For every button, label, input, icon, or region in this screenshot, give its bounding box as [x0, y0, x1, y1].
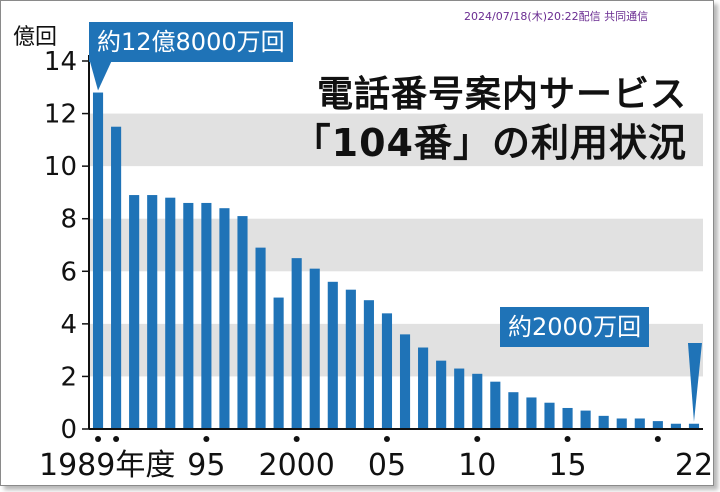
x-tick-dot-1995 [203, 436, 210, 442]
y-axis-unit-label: 億回 [13, 25, 58, 50]
grid-band [89, 218, 703, 272]
x-tick-label-2005: 05 [368, 448, 406, 483]
x-tick-label-2000: 2000 [258, 448, 334, 483]
bar-2012 [508, 392, 519, 429]
y-tick-label-6: 6 [60, 257, 77, 287]
bar-2016 [580, 410, 591, 429]
bar-chart: 0 2 4 6 8 10 12 14 1989年度 95 2000 05 10 15 22 [39, 47, 713, 483]
y-tick-label-0: 0 [60, 415, 77, 445]
bar-1991 [129, 195, 140, 429]
bar-2015 [562, 407, 573, 429]
bar-1999 [273, 297, 284, 429]
bar-1992 [147, 195, 158, 429]
callout-first-year: 約12億8000万回 [89, 22, 293, 62]
x-tick-dot-2015 [564, 436, 571, 442]
y-tick-label-12: 12 [44, 100, 77, 130]
bar-2020 [652, 421, 663, 429]
x-tick-dot-1990 [113, 436, 120, 442]
y-tick-label-8: 8 [60, 205, 77, 235]
bar-2008 [436, 360, 447, 429]
chart-frame: 2024/07/18(木)20:22配信 共同通信 億回 0 2 4 6 8 10 12 14… [0, 0, 714, 486]
bar-1997 [237, 216, 248, 429]
x-tick-label-2010: 10 [458, 448, 496, 483]
y-tick-label-2: 2 [60, 362, 77, 392]
y-tick-label-4: 4 [60, 310, 77, 340]
x-tick-dot-1989 [95, 436, 102, 442]
x-tick-label-1995: 95 [187, 448, 225, 483]
bar-1989 [92, 92, 104, 430]
bar-1995 [201, 202, 212, 429]
bar-2021 [670, 423, 681, 429]
bar-2010 [472, 373, 483, 429]
bar-1990 [111, 126, 122, 429]
callout-first-pointer [89, 58, 113, 91]
bar-2006 [399, 334, 411, 429]
bar-2011 [490, 381, 501, 429]
x-tick-label-2015: 15 [548, 448, 586, 483]
credit-line: 2024/07/18(木)20:22配信 共同通信 [464, 10, 649, 23]
bar-2009 [454, 368, 465, 429]
bar-1994 [183, 202, 194, 429]
bar-2014 [544, 402, 555, 429]
bar-1998 [255, 247, 266, 429]
bar-2005 [381, 313, 393, 429]
bar-2018 [616, 418, 627, 429]
x-tick-label-2022: 22 [675, 448, 713, 483]
bar-2007 [418, 347, 429, 429]
callout-last-pointer [687, 343, 702, 422]
x-tick-dot-2000 [293, 436, 300, 442]
bar-2003 [345, 289, 356, 429]
x-tick-dot-2020 [654, 436, 661, 442]
grid-band [89, 113, 703, 167]
callout-last-year: 約2000万回 [500, 307, 650, 347]
bar-1993 [165, 197, 176, 429]
x-tick-dot-2005 [383, 436, 390, 442]
x-tick-label-1989: 1989年度 [39, 448, 175, 483]
chart-title: 電話番号案内サービス 「104番」の利用状況 [293, 71, 687, 167]
bar-2022 [688, 423, 700, 429]
chart-title-line-1: 電話番号案内サービス [316, 74, 687, 115]
bar-2019 [634, 418, 645, 429]
y-tick-label-14: 14 [44, 47, 77, 77]
bar-2017 [598, 415, 609, 429]
x-tick-dot-2010 [474, 436, 481, 442]
bar-2000 [291, 258, 302, 429]
bar-1996 [219, 208, 230, 429]
chart-title-line-2: 「104番」の利用状況 [292, 121, 687, 165]
bar-2001 [309, 268, 320, 429]
bar-2013 [526, 397, 537, 429]
y-tick-label-10: 10 [44, 152, 77, 182]
bar-2002 [327, 281, 338, 429]
bar-2004 [363, 300, 374, 429]
